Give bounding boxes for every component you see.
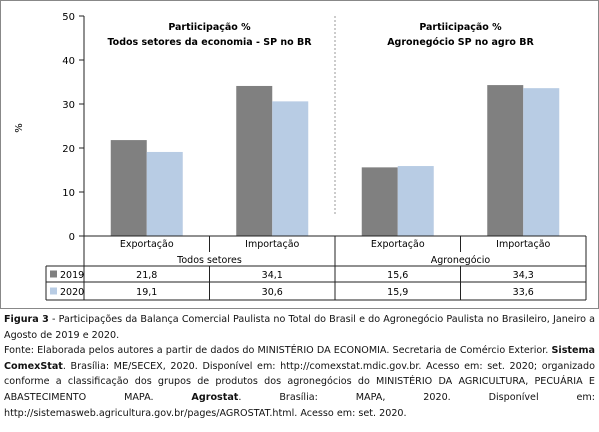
- bar-2020-1: [272, 101, 309, 236]
- bar-2020-3: [523, 88, 560, 236]
- bar-2019-3: [487, 85, 524, 236]
- y-tick-label: 50: [62, 12, 75, 23]
- source-bold-2: Agrostat: [191, 391, 239, 403]
- legend-label: 2019: [60, 270, 84, 281]
- table-value: 15,9: [387, 287, 408, 298]
- y-tick-label: 40: [62, 56, 75, 67]
- figure-label: Figura 3: [4, 314, 49, 325]
- source-part-1: Fonte: Elaborada pelos autores a partir …: [4, 345, 552, 357]
- y-tick-label: 10: [62, 188, 75, 199]
- table-value: 21,8: [136, 270, 157, 281]
- legend-label: 2020: [60, 287, 84, 298]
- x-category-label: Importação: [245, 239, 299, 250]
- figure-caption: Figura 3 - Participações da Balança Come…: [4, 312, 595, 421]
- group-title-line: Todos setores da economia - SP no BR: [107, 37, 312, 48]
- table-value: 34,3: [513, 270, 534, 281]
- table-value: 30,6: [262, 287, 283, 298]
- bars: [110, 85, 560, 237]
- y-axis: 0 10 20 30 40 50: [62, 12, 85, 243]
- bar-2019-0: [110, 140, 147, 236]
- table-value: 33,6: [513, 287, 534, 298]
- table-value: 34,1: [262, 270, 283, 281]
- bar-2020-2: [397, 166, 434, 236]
- y-tick-label: 0: [69, 232, 75, 243]
- x-category-label: Exportação: [371, 239, 425, 250]
- group-title-line: Partiicipação %: [419, 22, 502, 33]
- bar-2019-2: [361, 167, 398, 236]
- legend-swatch: [50, 270, 57, 278]
- x-category-label: Importação: [496, 239, 550, 250]
- figure-description: - Participações da Balança Comercial Pau…: [4, 314, 595, 341]
- y-tick-label: 20: [62, 144, 75, 155]
- caption-title: Figura 3 - Participações da Balança Come…: [4, 312, 595, 343]
- caption-source: Fonte: Elaborada pelos autores a partir …: [4, 343, 595, 421]
- group-titles: Partiicipação % Todos setores da economia…: [107, 16, 534, 216]
- legend-swatch: [50, 287, 57, 295]
- x-category-label: Exportação: [120, 239, 174, 250]
- y-axis-label: %: [14, 123, 25, 133]
- bar-2019-1: [236, 85, 273, 237]
- x-group-label: Agronegócio: [431, 255, 491, 266]
- table-value: 19,1: [136, 287, 157, 298]
- group-title-line: Agronegócio SP no agro BR: [387, 37, 534, 48]
- source-bold-1: Sistema ComexStat: [4, 345, 595, 372]
- x-group-label: Todos setores: [176, 255, 242, 266]
- group-title-line: Partiicipação %: [168, 22, 251, 33]
- y-tick-label: 30: [62, 100, 75, 111]
- source-part-2: . Brasília: ME/SECEX, 2020. Disponível e…: [4, 360, 595, 403]
- source-part-3: . Brasília: MAPA, 2020. Disponível em: h…: [4, 391, 595, 419]
- table-value: 15,6: [387, 270, 408, 281]
- bar-2020-0: [146, 151, 183, 236]
- bar-chart: % 0 10 20 30 40 50 Partiicipação % Todos setor…: [0, 0, 599, 309]
